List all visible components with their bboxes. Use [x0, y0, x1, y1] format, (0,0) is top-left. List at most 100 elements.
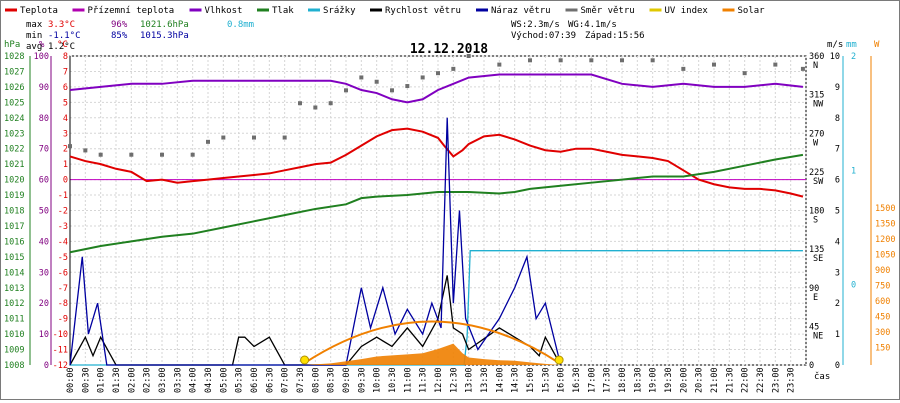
hpa-tick: 1015 — [4, 253, 24, 263]
time-tick: 17:00 — [587, 367, 597, 393]
legend-label: Směr větru — [581, 6, 635, 16]
mm-tick: 1 — [851, 166, 856, 176]
pct-tick: 90 — [39, 83, 49, 93]
stats-max-temp: 3.3°C — [48, 20, 75, 30]
legend-label: Teplota — [20, 6, 58, 16]
ms-tick: 2 — [835, 299, 840, 309]
dir-tick: 45 — [809, 322, 819, 332]
wind-dir-point — [98, 152, 103, 157]
time-tick: 08:30 — [327, 367, 337, 393]
wind-dir-point — [344, 88, 348, 93]
chart-title: 12.12.2018 — [410, 42, 488, 57]
series-sr-ky-line — [70, 250, 803, 366]
time-tick: 00:00 — [66, 367, 76, 393]
hpa-tick: 1022 — [4, 145, 24, 155]
series-n-raz-v-tru-line — [69, 117, 562, 366]
dir-tick: 360 — [809, 52, 824, 62]
hpa-tick: 1026 — [4, 83, 24, 93]
w-tick: 600 — [875, 297, 890, 307]
stats-max-hum: 96% — [111, 20, 128, 30]
mm-unit: mm — [846, 40, 857, 50]
time-tick: 01:00 — [97, 367, 107, 393]
hpa-tick: 1023 — [4, 129, 24, 139]
wind-dir-point — [359, 75, 364, 80]
ms-tick: 6 — [835, 176, 840, 186]
plot-area — [68, 54, 805, 366]
wind-dir-point — [374, 79, 379, 84]
time-tick: 10:30 — [388, 367, 398, 393]
left-axes: 1028102710261025102410231022102110201019… — [4, 52, 71, 371]
degc-tick: 5 — [63, 98, 68, 108]
legend-label: Náraz větru — [491, 6, 551, 16]
w-tick: 1050 — [875, 251, 895, 261]
legend: Teplota Přízemní teplota Vlhkost Tlak Srážky… — [5, 6, 765, 16]
wind-dir-point — [466, 54, 471, 58]
stats-rain-total: 0.8mm — [227, 20, 254, 30]
ms-tick: 9 — [835, 83, 840, 93]
ms-tick: 8 — [835, 114, 840, 124]
time-tick: 23:00 — [771, 367, 781, 393]
time-tick: 05:00 — [219, 367, 229, 393]
hpa-tick: 1018 — [4, 207, 24, 217]
stats-min-label: min — [26, 31, 42, 41]
dir-name: S — [813, 216, 818, 226]
dir-tick: 180 — [809, 207, 824, 217]
stats-ws: WS:2.3m/s — [511, 20, 560, 30]
hpa-tick: 1009 — [4, 346, 24, 356]
solar-max-arc — [304, 320, 560, 364]
degc-tick: 1 — [63, 160, 68, 170]
time-tick: 13:30 — [480, 367, 490, 393]
time-tick: 20:30 — [695, 367, 705, 393]
degc-tick: -9 — [58, 315, 68, 325]
time-tick: 04:30 — [204, 367, 214, 393]
time-tick: 21:30 — [725, 367, 735, 393]
time-tick: 21:00 — [710, 367, 720, 393]
w-tick: 1500 — [875, 204, 895, 214]
hpa-tick: 1025 — [4, 98, 24, 108]
wind-dir-point — [558, 58, 563, 63]
time-axis: 00:00 00:30 01:00 01:30 02:00 02:30 03:00 03:30… — [66, 367, 797, 393]
dir-tick: 225 — [809, 168, 824, 178]
wind-dir-point — [712, 62, 716, 67]
time-tick: 03:30 — [173, 367, 183, 393]
time-tick: 06:30 — [265, 367, 275, 393]
wind-dir-point — [405, 84, 410, 89]
time-unit: čas — [814, 371, 830, 382]
time-tick: 22:00 — [741, 367, 751, 393]
wind-dir-point — [83, 148, 88, 153]
sunrise-marker — [300, 355, 310, 365]
w-tick: 300 — [875, 328, 890, 338]
wind-dir-point — [328, 101, 333, 106]
degc-tick: -5 — [58, 253, 68, 263]
time-tick: 12:30 — [449, 367, 459, 393]
hpa-unit: hPa — [4, 40, 20, 50]
time-tick: 23:30 — [787, 367, 797, 393]
hpa-tick: 1017 — [4, 222, 24, 232]
dir-name: SE — [813, 254, 823, 264]
time-tick: 15:00 — [526, 367, 536, 393]
wind-dir-point — [800, 66, 805, 71]
pct-tick: 50 — [39, 207, 49, 217]
ms-tick: 4 — [835, 237, 840, 247]
dir-name: NE — [813, 331, 823, 341]
time-tick: 08:00 — [311, 367, 321, 393]
wind-dir-point — [298, 101, 302, 106]
wind-dir-point — [589, 58, 594, 63]
pct-tick: 0 — [44, 361, 49, 371]
w-tick: 900 — [875, 266, 890, 276]
wind-dir-point — [420, 75, 425, 80]
legend-label: Srážky — [323, 6, 356, 16]
legend-label: Přízemní teplota — [88, 6, 175, 16]
wind-dir-point — [681, 66, 686, 71]
degc-tick: 2 — [63, 145, 68, 155]
time-tick: 00:30 — [81, 367, 91, 393]
dir-name: W — [813, 138, 819, 148]
time-tick: 07:30 — [296, 367, 306, 393]
hpa-tick: 1024 — [4, 114, 24, 124]
degc-tick: -7 — [58, 284, 68, 294]
wind-dir-point — [313, 105, 318, 110]
w-unit: W — [874, 40, 880, 50]
wind-dir-point — [436, 71, 440, 76]
dir-name: NW — [813, 100, 824, 110]
